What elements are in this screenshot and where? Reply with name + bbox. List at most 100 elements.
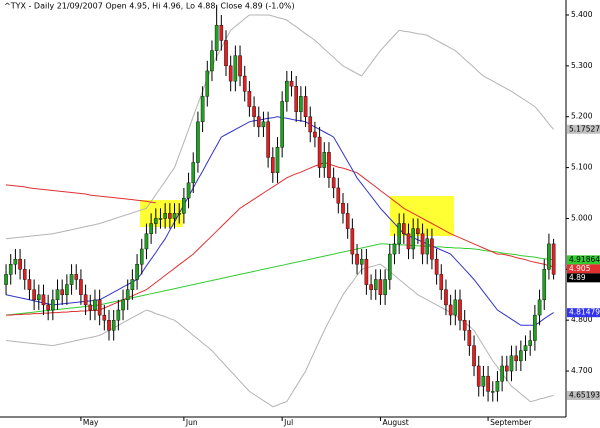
candle-body	[500, 365, 504, 382]
candle-body	[420, 233, 425, 255]
y-tick-label: 4.700	[571, 366, 593, 375]
candle-body	[355, 253, 359, 265]
candle-body	[439, 274, 444, 290]
candle-body	[107, 319, 111, 331]
candle-body	[121, 299, 125, 311]
candle-body	[233, 55, 238, 82]
candle-body	[149, 223, 153, 234]
x-tick-label: May	[83, 418, 99, 427]
candle-body	[13, 258, 18, 265]
candle-body	[247, 91, 252, 107]
value-tag-label: 5.17527	[569, 124, 600, 133]
candle-body	[111, 319, 116, 331]
candle-body	[177, 213, 182, 215]
x-tick-label: September	[490, 418, 532, 427]
candle-body	[467, 330, 472, 346]
candle-body	[79, 279, 83, 295]
line	[6, 161, 554, 316]
candle-body	[83, 294, 88, 306]
candle-body	[402, 223, 406, 234]
value-tag-label: 4.91864	[569, 255, 600, 264]
candle-body	[46, 304, 50, 311]
value-tag	[567, 264, 600, 274]
candle-body	[214, 24, 219, 51]
candle-body	[373, 279, 378, 290]
candle-body	[514, 355, 518, 362]
candle-body	[135, 264, 139, 280]
candle-body	[139, 248, 144, 265]
candle-body	[93, 299, 97, 311]
candle-body	[18, 258, 22, 270]
candle-body	[509, 355, 514, 372]
candle-body	[322, 152, 327, 168]
candle-body	[74, 274, 79, 280]
candle-body	[523, 345, 528, 351]
candle-body	[383, 279, 387, 295]
value-tag-label: 4.65193	[569, 391, 600, 400]
value-tag	[567, 255, 600, 265]
y-tick-label: 5.300	[571, 61, 593, 70]
y-tick-label: 5.000	[571, 213, 593, 222]
candle-body	[280, 101, 284, 148]
value-tag-label: 4.81479	[569, 308, 600, 317]
candle-body	[125, 289, 130, 301]
candle-body	[294, 86, 299, 112]
candle-body	[8, 264, 13, 275]
candle-body	[37, 294, 41, 301]
value-tag	[567, 273, 600, 283]
candle-body	[453, 299, 458, 316]
candle-body	[411, 228, 416, 250]
candle-body	[200, 96, 205, 123]
chart-title: ^TYX - Daily 21/09/2007 Open 4.95, Hi 4.…	[4, 2, 295, 11]
candle-body	[27, 279, 32, 290]
candle-body	[256, 116, 261, 128]
candle-body	[65, 284, 69, 295]
candle-body	[51, 299, 55, 311]
candle-body	[537, 299, 542, 316]
candle-body	[495, 381, 500, 392]
candle-body	[130, 279, 135, 290]
candle-body	[528, 340, 532, 346]
candle-body	[266, 121, 270, 158]
candle-body	[88, 304, 93, 311]
candle-body	[242, 75, 247, 92]
candle-body	[182, 197, 186, 214]
candle-body	[434, 258, 439, 275]
candle-body	[219, 24, 224, 41]
candle-body	[153, 218, 158, 224]
candle-body	[32, 289, 36, 301]
candle-body	[158, 218, 163, 220]
value-tag-label: 4.89	[569, 273, 586, 282]
candle-body	[144, 233, 149, 250]
line	[5, 184, 156, 204]
candle-body	[205, 70, 210, 97]
candle-body	[350, 228, 355, 255]
candle-body	[275, 147, 280, 173]
candle-body	[392, 243, 397, 255]
candle-body	[364, 258, 369, 285]
candle-body	[444, 289, 448, 306]
value-tag-label: 4.905	[569, 264, 591, 273]
y-tick-label: 5.100	[571, 163, 593, 172]
y-tick-label: 5.200	[571, 112, 593, 121]
candle-body	[416, 228, 420, 234]
candle-body	[210, 50, 214, 72]
candle-body	[336, 187, 341, 204]
value-tag	[567, 391, 600, 401]
candle-body	[472, 345, 476, 367]
candle-body	[481, 375, 486, 387]
candle-body	[425, 238, 430, 255]
candle-body	[448, 304, 453, 316]
candle-body	[172, 213, 177, 219]
candle-body	[378, 279, 383, 295]
candle-body	[69, 274, 74, 285]
candle-body	[22, 269, 27, 280]
candle-body	[186, 182, 191, 199]
candle-body	[289, 80, 294, 87]
candle-body	[60, 289, 64, 295]
candle-body	[369, 284, 373, 290]
candle-body	[486, 375, 490, 392]
